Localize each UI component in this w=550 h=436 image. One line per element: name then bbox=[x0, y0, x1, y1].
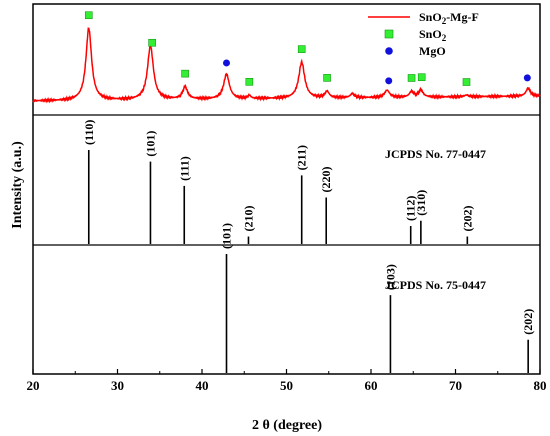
hkl-label: (101) bbox=[220, 223, 234, 249]
legend-label: MgO bbox=[419, 44, 446, 58]
pattern-line bbox=[32, 27, 541, 104]
hkl-label: (103) bbox=[383, 264, 397, 290]
x-tick-label: 30 bbox=[111, 378, 124, 393]
legend-square-swatch bbox=[384, 29, 394, 39]
sno2-marker bbox=[323, 74, 331, 82]
hkl-label: (112) bbox=[404, 196, 418, 221]
hkl-label: (310) bbox=[414, 190, 428, 216]
x-axis: 20 30 40 50 60 70 80 bbox=[27, 369, 547, 393]
x-tick-label: 70 bbox=[449, 378, 462, 393]
sno2-marker bbox=[148, 38, 156, 47]
hkl-label: (210) bbox=[241, 206, 255, 232]
sno2-marker bbox=[84, 11, 93, 20]
x-tick-label: 40 bbox=[196, 378, 209, 393]
sno2-marker bbox=[181, 69, 189, 78]
hkl-label: (202) bbox=[521, 309, 535, 335]
x-tick-label: 60 bbox=[365, 378, 378, 393]
hkl-label: (211) bbox=[295, 145, 309, 170]
legend-circle-swatch bbox=[385, 47, 393, 55]
mgo-marker bbox=[523, 74, 531, 82]
plot-frame bbox=[32, 3, 541, 375]
hkl-label: (101) bbox=[143, 131, 157, 157]
jcpds-label: JCPDS No. 75-0447 bbox=[385, 278, 486, 292]
legend-label: SnO2 bbox=[419, 27, 447, 43]
mgo-marker bbox=[385, 77, 393, 85]
x-tick-label: 80 bbox=[534, 378, 547, 393]
x-tick-label: 20 bbox=[27, 378, 40, 393]
mgo-marker bbox=[223, 59, 231, 67]
legend-label: SnO2-Mg-F bbox=[419, 10, 479, 26]
x-tick-label: 50 bbox=[280, 378, 293, 393]
y-axis-label: Intensity (a.u.) bbox=[10, 141, 25, 229]
jcpds-label: JCPDS No. 77-0447 bbox=[385, 147, 486, 161]
plot-border bbox=[32, 3, 541, 375]
hkl-label: (111) bbox=[177, 156, 191, 181]
sno2-marker bbox=[245, 78, 254, 86]
x-axis-label: 2 θ (degree) bbox=[252, 418, 322, 433]
sno2-marker bbox=[417, 73, 426, 82]
reference-panels: (110) (101) (111) (210) (211) (220) (112)(310)… bbox=[82, 120, 535, 373]
sno2-marker bbox=[407, 74, 416, 82]
sno2-marker bbox=[462, 78, 471, 86]
phase-markers bbox=[84, 11, 531, 86]
hkl-label: (220) bbox=[319, 167, 333, 193]
sno2-marker bbox=[297, 45, 306, 53]
xrd-pattern bbox=[32, 27, 541, 104]
hkl-label: (202) bbox=[460, 206, 474, 232]
hkl-label: (110) bbox=[82, 120, 96, 145]
